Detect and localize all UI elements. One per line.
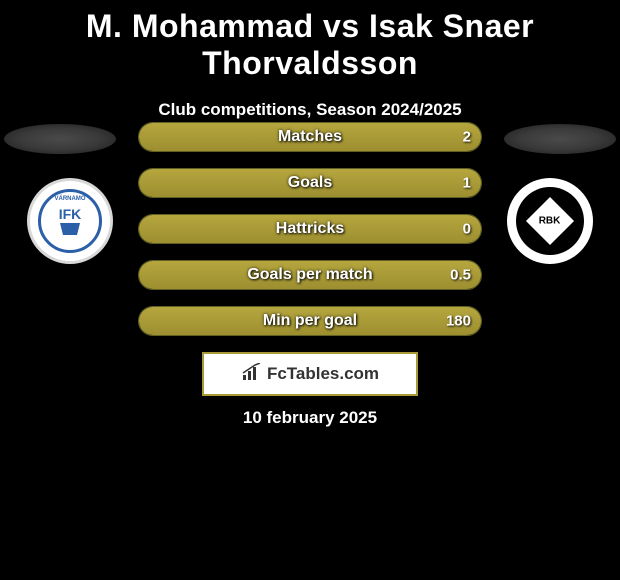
stat-bars: Matches 2 Goals 1 Hattricks 0 Goals per match 0… [138, 122, 482, 352]
date-text: 10 february 2025 [0, 408, 620, 428]
team-crest-right: RBK [507, 178, 593, 264]
stat-bar-row: Hattricks 0 [138, 214, 482, 244]
crest-left-band: VÄRNAMO [41, 196, 99, 202]
page-title: M. Mohammad vs Isak Snaer Thorvaldsson [0, 0, 620, 82]
crest-left-inner: VÄRNAMO IFK [38, 189, 102, 253]
shadow-right [504, 124, 616, 154]
stat-bar-row: Min per goal 180 [138, 306, 482, 336]
crest-right-diamond: RBK [526, 197, 574, 245]
subtitle: Club competitions, Season 2024/2025 [0, 100, 620, 120]
team-crest-left: VÄRNAMO IFK [27, 178, 113, 264]
shadow-left [4, 124, 116, 154]
stat-bar-row: Goals per match 0.5 [138, 260, 482, 290]
bar-label: Goals [288, 174, 332, 192]
bar-value-right: 180 [446, 313, 471, 330]
crest-left-shape [60, 223, 80, 235]
crest-right-text: RBK [539, 215, 561, 226]
bar-label: Min per goal [263, 312, 357, 330]
bar-label: Goals per match [247, 266, 372, 284]
stat-bar-row: Matches 2 [138, 122, 482, 152]
chart-icon [241, 363, 263, 386]
brand-box: FcTables.com [202, 352, 418, 396]
bar-value-right: 0.5 [450, 267, 471, 284]
bar-label: Hattricks [276, 220, 344, 238]
bar-value-right: 0 [463, 221, 471, 238]
crest-left-text: IFK [59, 207, 82, 221]
bar-label: Matches [278, 128, 342, 146]
bar-value-right: 1 [463, 175, 471, 192]
crest-right-inner: RBK [516, 187, 584, 255]
bar-value-right: 2 [463, 129, 471, 146]
brand-text: FcTables.com [267, 364, 379, 384]
stat-bar-row: Goals 1 [138, 168, 482, 198]
